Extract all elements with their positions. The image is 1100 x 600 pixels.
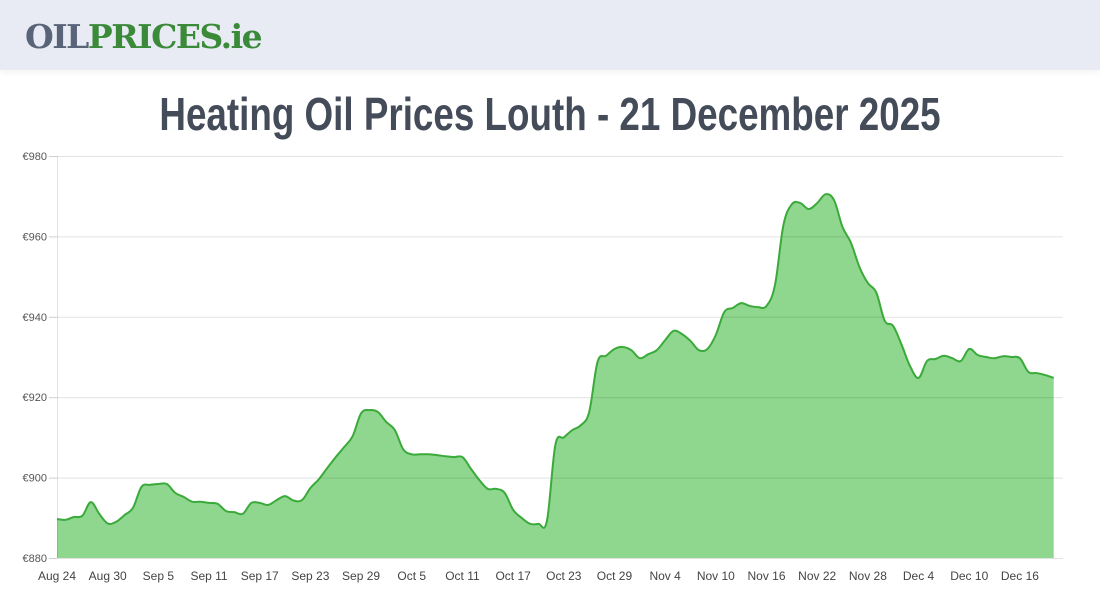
logo-text-oil: OIL xyxy=(25,17,89,56)
y-tick-label: €880 xyxy=(23,553,47,565)
x-tick-label: Sep 17 xyxy=(241,569,279,583)
x-tick-label: Dec 4 xyxy=(903,569,935,583)
chart-gridlines xyxy=(57,156,1063,559)
x-tick-label: Nov 10 xyxy=(697,569,735,583)
x-tick-label: Oct 5 xyxy=(397,569,426,583)
y-tick-label: €940 xyxy=(23,312,47,324)
x-tick-label: Nov 22 xyxy=(798,569,836,583)
y-axis: €880 €900 €920 €940 €960 €980 xyxy=(23,151,57,565)
x-tick-label: Sep 29 xyxy=(342,569,380,583)
site-header: OILPRICES.ie xyxy=(0,0,1100,70)
x-tick-label: Dec 10 xyxy=(950,569,988,583)
x-axis: Aug 24 Aug 30 Sep 5 Sep 11 Sep 17 Sep 23 Sep 2… xyxy=(38,569,1039,583)
y-tick-label: €920 xyxy=(23,392,47,404)
x-tick-label: Nov 28 xyxy=(849,569,887,583)
logo-text-domain: .ie xyxy=(220,17,263,56)
x-tick-label: Dec 16 xyxy=(1001,569,1039,583)
x-tick-label: Nov 16 xyxy=(748,569,786,583)
x-tick-label: Oct 23 xyxy=(546,569,582,583)
x-tick-label: Aug 30 xyxy=(89,569,127,583)
chart-price-line xyxy=(56,193,1055,529)
x-tick-label: Sep 11 xyxy=(190,569,227,583)
y-tick-label: €980 xyxy=(23,151,47,163)
chart-area-fill xyxy=(57,194,1054,559)
x-tick-label: Oct 17 xyxy=(495,569,531,583)
y-tick-label: €960 xyxy=(23,231,47,243)
site-logo[interactable]: OILPRICES.ie xyxy=(25,17,263,56)
x-tick-label: Sep 5 xyxy=(143,569,175,583)
x-tick-label: Oct 11 xyxy=(445,569,480,583)
x-tick-label: Aug 24 xyxy=(38,569,76,583)
y-tick-label: €900 xyxy=(23,473,47,485)
x-tick-label: Oct 29 xyxy=(597,569,633,583)
page-title: Heating Oil Prices Louth - 21 December 2… xyxy=(159,88,941,140)
x-tick-label: Sep 23 xyxy=(291,569,329,583)
logo-text-prices: PRICES xyxy=(87,17,222,56)
x-tick-label: Nov 4 xyxy=(649,569,681,583)
